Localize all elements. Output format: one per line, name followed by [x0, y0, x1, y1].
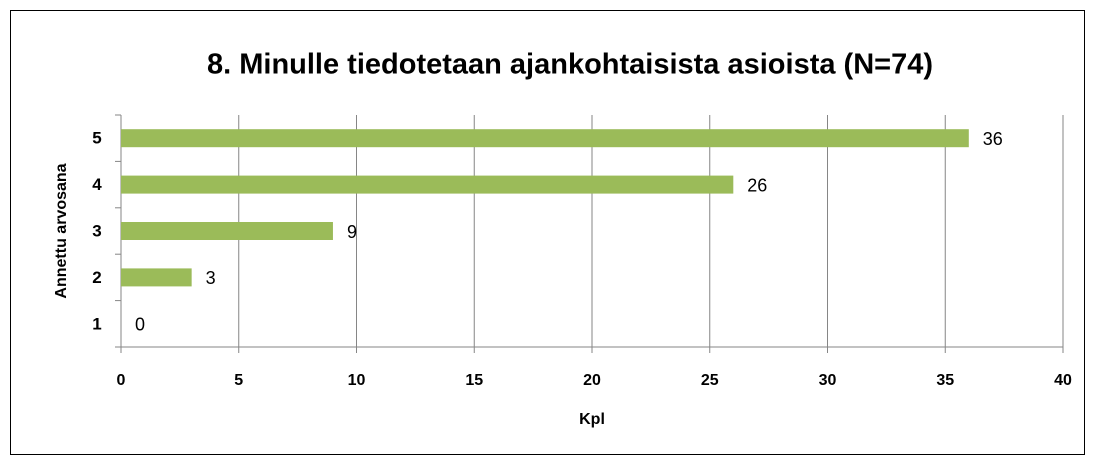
bar: [121, 268, 192, 287]
x-axis-label: Kpl: [579, 411, 605, 428]
x-tick-label: 0: [117, 372, 126, 389]
chart-title: 8. Minulle tiedotetaan ajankohtaisista a…: [207, 49, 933, 81]
x-tick-label: 5: [234, 372, 243, 389]
bar: [121, 129, 969, 148]
y-tick-label: 4: [92, 175, 102, 194]
y-tick-label: 2: [92, 268, 101, 287]
x-tick-label: 15: [465, 372, 483, 389]
data-label: 36: [983, 129, 1003, 149]
y-tick-label: 3: [92, 221, 101, 240]
data-label: 9: [347, 222, 357, 242]
x-tick-label: 10: [348, 372, 366, 389]
bar: [121, 222, 333, 240]
y-tick-label: 1: [92, 314, 101, 333]
y-tick-label: 5: [92, 129, 101, 148]
y-axis-label: Annettu arvosana: [53, 163, 70, 298]
x-tick-label: 40: [1054, 372, 1072, 389]
x-tick-label: 30: [819, 372, 837, 389]
data-label: 26: [747, 175, 767, 195]
bar: [121, 175, 734, 194]
data-label: 0: [135, 315, 145, 335]
x-tick-label: 35: [936, 372, 954, 389]
data-label: 3: [206, 268, 216, 288]
x-tick-label: 20: [583, 372, 601, 389]
x-tick-label: 25: [701, 372, 719, 389]
